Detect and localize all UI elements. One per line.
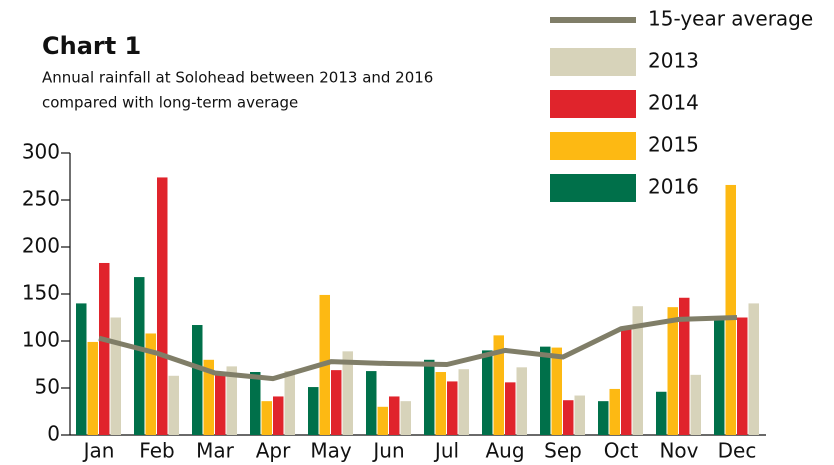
bar bbox=[377, 406, 388, 435]
legend-swatch bbox=[550, 132, 636, 160]
bar bbox=[621, 328, 632, 435]
bar bbox=[157, 177, 168, 435]
x-tick-label: Dec bbox=[718, 439, 757, 463]
legend-swatch bbox=[550, 48, 636, 76]
bar bbox=[598, 401, 609, 435]
bar bbox=[99, 262, 110, 435]
bar bbox=[574, 395, 585, 435]
legend-label: 2016 bbox=[648, 175, 699, 199]
x-tick-label: May bbox=[310, 439, 352, 463]
bar bbox=[656, 391, 667, 435]
bar bbox=[331, 370, 342, 435]
x-tick-label: Feb bbox=[139, 439, 174, 463]
bar bbox=[435, 372, 446, 435]
y-tick-label: 100 bbox=[22, 328, 60, 352]
x-tick-label: Nov bbox=[659, 439, 698, 463]
bar bbox=[76, 303, 87, 435]
bar bbox=[690, 374, 701, 435]
bar bbox=[203, 359, 214, 435]
legend-label: 2014 bbox=[648, 91, 699, 115]
bar bbox=[366, 371, 377, 435]
bar bbox=[482, 350, 493, 435]
y-tick-label: 200 bbox=[22, 234, 60, 258]
bar bbox=[134, 277, 145, 435]
bar bbox=[389, 396, 400, 435]
bar bbox=[667, 307, 678, 435]
y-tick-label: 0 bbox=[47, 422, 60, 446]
bar bbox=[145, 333, 156, 435]
bar bbox=[261, 401, 272, 435]
x-tick-label: Aug bbox=[485, 439, 524, 463]
bar bbox=[342, 351, 353, 435]
bar bbox=[424, 359, 435, 435]
legend-label: 2013 bbox=[648, 49, 699, 73]
bar bbox=[458, 369, 469, 435]
bar bbox=[609, 388, 620, 435]
legend-label: 15-year average bbox=[648, 7, 813, 31]
bar bbox=[215, 373, 226, 435]
chart-subtitle: compared with long-term average bbox=[42, 94, 298, 112]
chart-subtitle: Annual rainfall at Solohead between 2013… bbox=[42, 69, 433, 87]
bar bbox=[679, 297, 690, 435]
x-tick-label: Apr bbox=[256, 439, 291, 463]
bar bbox=[110, 317, 121, 435]
x-tick-label: Sep bbox=[544, 439, 582, 463]
bar bbox=[632, 306, 643, 435]
bar bbox=[737, 317, 748, 435]
y-tick-label: 300 bbox=[22, 140, 60, 164]
x-tick-label: Mar bbox=[196, 439, 235, 463]
bar bbox=[226, 366, 237, 435]
bar bbox=[308, 387, 319, 435]
x-tick-label: Oct bbox=[604, 439, 639, 463]
bar bbox=[284, 371, 295, 435]
legend-label: 2015 bbox=[648, 133, 699, 157]
chart-title: Chart 1 bbox=[42, 32, 141, 60]
y-tick-label: 250 bbox=[22, 187, 60, 211]
bar bbox=[493, 335, 504, 435]
legend-swatch bbox=[550, 90, 636, 118]
bar bbox=[563, 400, 574, 435]
bar bbox=[192, 325, 203, 435]
bar bbox=[447, 381, 458, 435]
bar bbox=[250, 372, 261, 435]
y-tick-label: 150 bbox=[22, 281, 60, 305]
bar bbox=[400, 401, 411, 435]
y-tick-label: 50 bbox=[35, 375, 60, 399]
bar bbox=[748, 303, 759, 435]
bar bbox=[87, 341, 98, 435]
legend-swatch bbox=[550, 174, 636, 202]
bar bbox=[725, 184, 736, 435]
x-tick-label: Jun bbox=[371, 439, 404, 463]
bar bbox=[273, 396, 284, 435]
bar bbox=[551, 347, 562, 435]
bar bbox=[540, 346, 551, 435]
bar bbox=[714, 317, 725, 435]
line-series bbox=[98, 315, 738, 382]
x-tick-label: Jan bbox=[82, 439, 115, 463]
x-tick-label: Jul bbox=[433, 439, 459, 463]
bar bbox=[516, 367, 527, 435]
bar bbox=[505, 382, 516, 435]
bar bbox=[168, 375, 179, 435]
